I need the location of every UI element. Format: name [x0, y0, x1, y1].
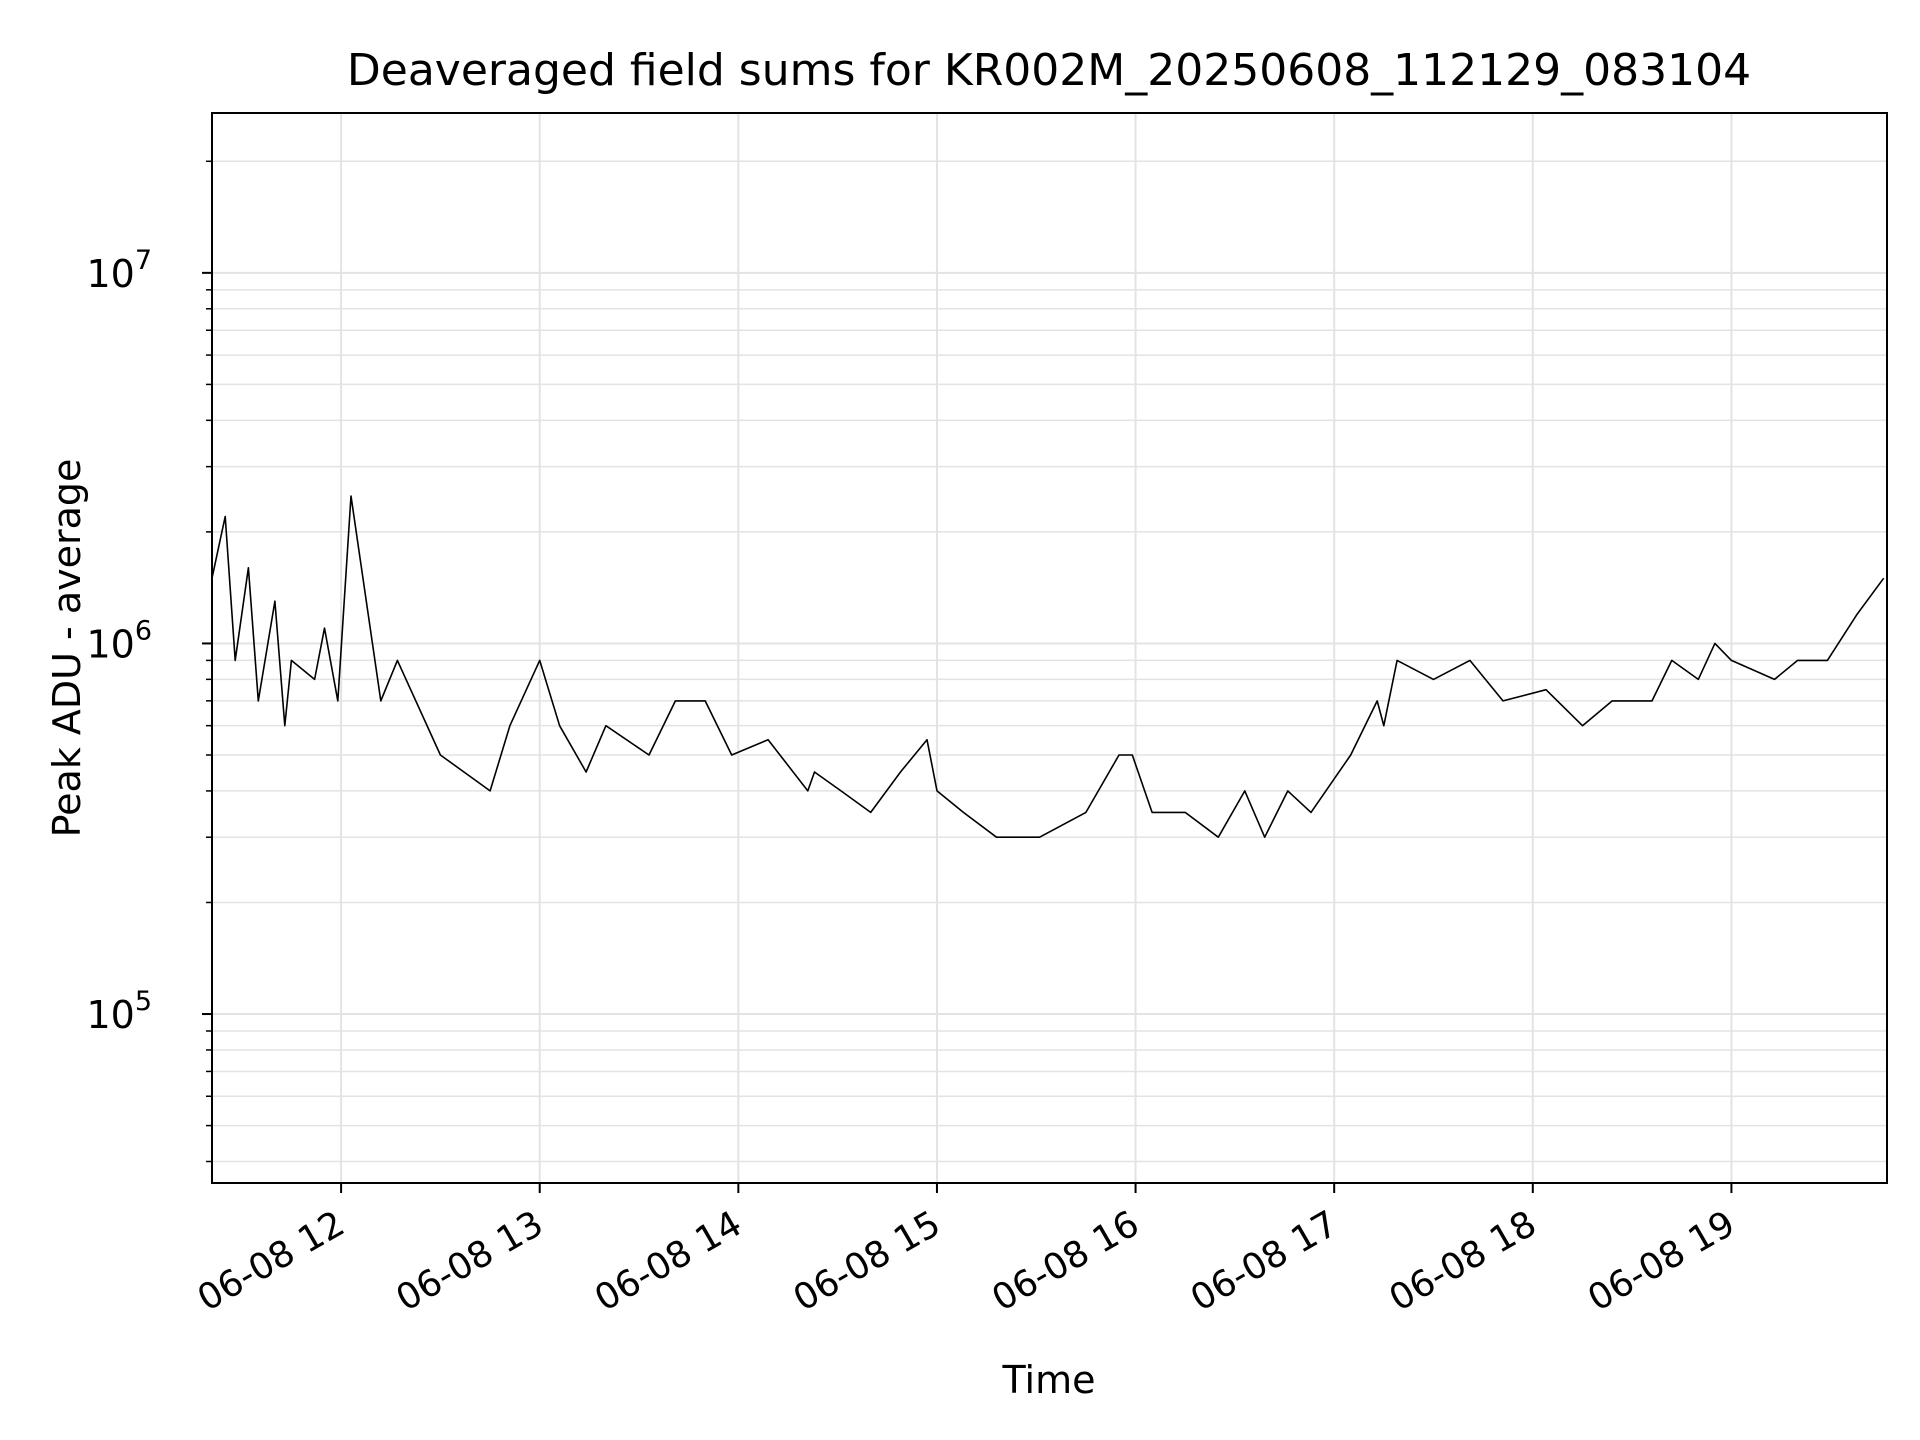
y-tick-label: 107 — [86, 245, 152, 296]
y-tick-label-base: 10 — [86, 993, 134, 1037]
y-tick-label-exponent: 5 — [135, 986, 152, 1017]
series-line — [211, 495, 1885, 838]
series-layer — [211, 495, 1885, 838]
y-tick-label-exponent: 7 — [135, 245, 152, 276]
y-axis-label: Peak ADU - average — [45, 459, 89, 838]
y-tick-label: 105 — [86, 986, 152, 1037]
y-tick-label-base: 10 — [86, 622, 134, 666]
x-axis-label: Time — [1002, 1358, 1096, 1402]
y-tick-label-exponent: 6 — [135, 615, 152, 646]
y-tick-label-base: 10 — [86, 252, 134, 296]
y-tick-label: 106 — [86, 615, 152, 666]
plot-frame — [211, 112, 1888, 1184]
chart-title: Deaveraged field sums for KR002M_2025060… — [347, 45, 1751, 96]
grid — [212, 113, 1887, 1183]
